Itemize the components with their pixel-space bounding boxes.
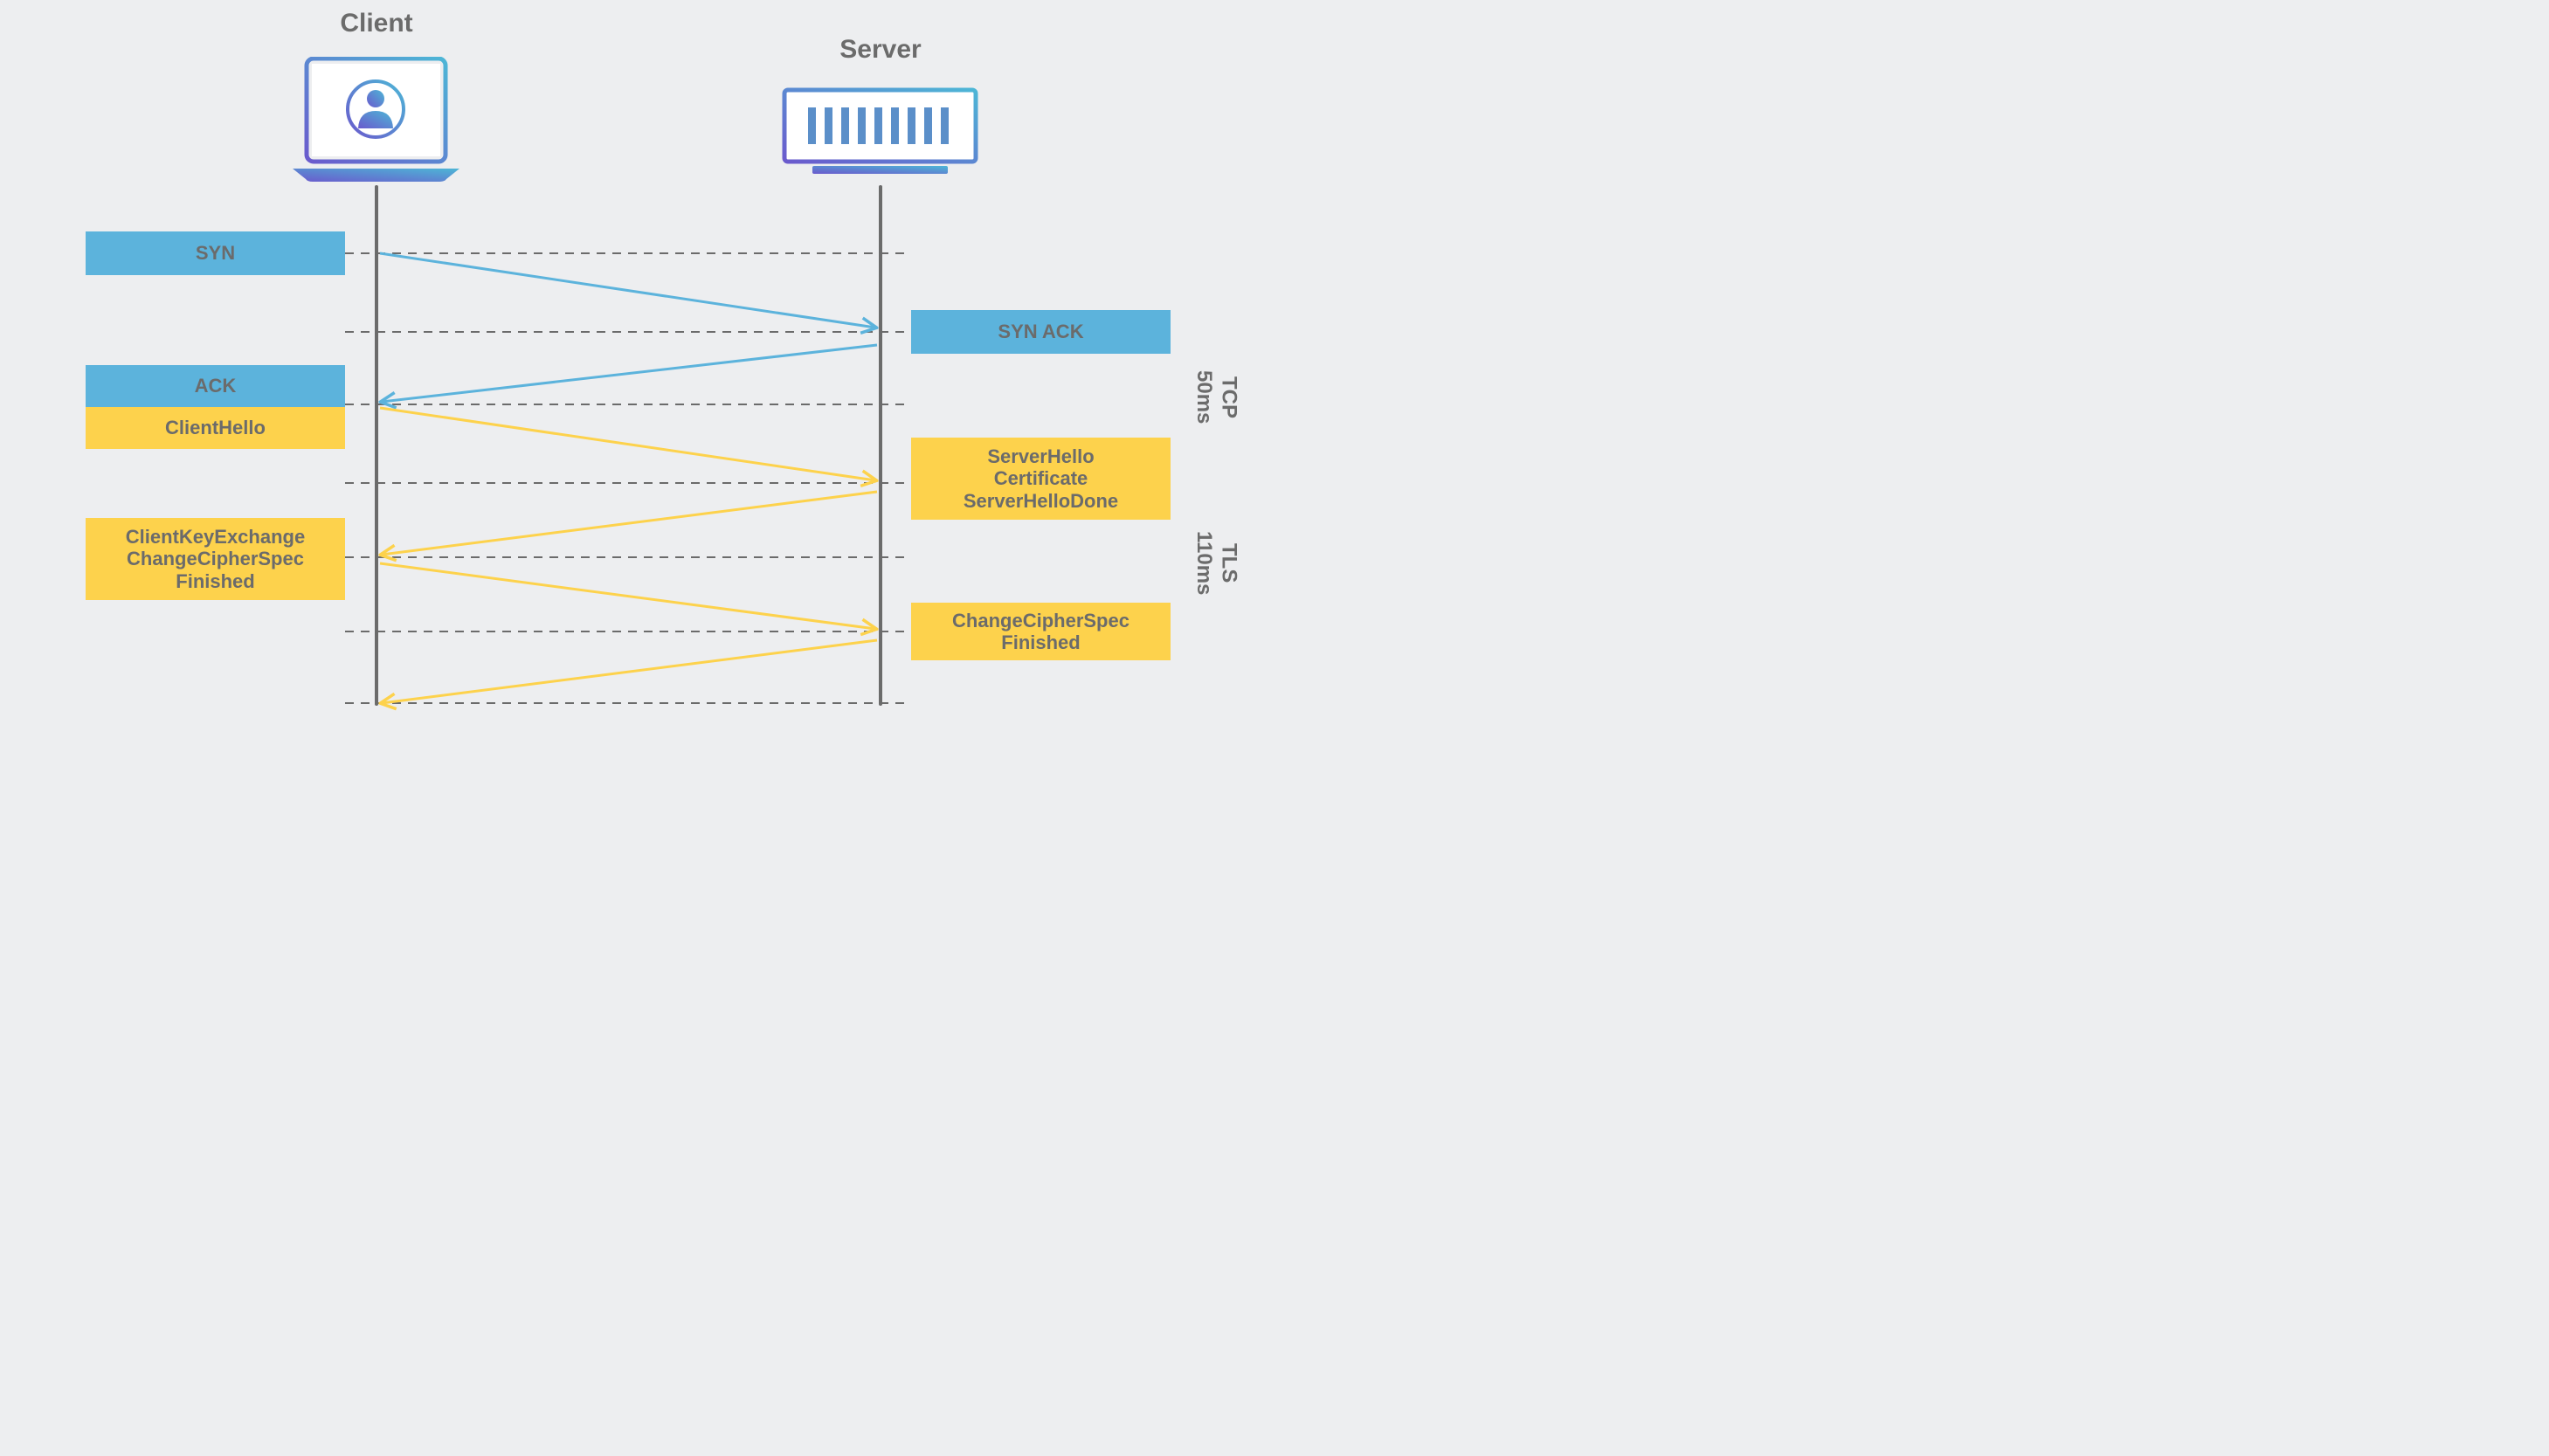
client-lifeline xyxy=(375,185,378,706)
tls-handshake-diagram: Client Server xyxy=(0,0,1274,728)
arrow-clientkex xyxy=(380,563,875,629)
tls-phase: TLS 110ms xyxy=(1191,511,1241,616)
server-rack-icon xyxy=(782,74,978,179)
tcp-phase: TCP 50ms xyxy=(1191,345,1241,450)
arrow-syn xyxy=(380,253,875,328)
msg-serverhello: ServerHello Certificate ServerHelloDone xyxy=(911,438,1171,520)
msg-serverccs: ChangeCipherSpec Finished xyxy=(911,603,1171,660)
arrow-serverhello xyxy=(382,492,877,555)
client-laptop-icon xyxy=(291,57,461,183)
arrow-synack xyxy=(382,345,877,402)
arrow-clienthello xyxy=(380,408,875,480)
server-title: Server xyxy=(811,35,950,65)
msg-synack: SYN ACK xyxy=(911,310,1171,354)
client-title: Client xyxy=(307,9,446,38)
msg-clientkex: ClientKeyExchange ChangeCipherSpec Finis… xyxy=(86,518,345,600)
arrow-serverccs xyxy=(382,640,877,703)
server-lifeline xyxy=(879,185,882,706)
msg-clienthello: ClientHello xyxy=(86,407,345,449)
msg-syn: SYN xyxy=(86,231,345,275)
msg-ack: ACK xyxy=(86,365,345,407)
